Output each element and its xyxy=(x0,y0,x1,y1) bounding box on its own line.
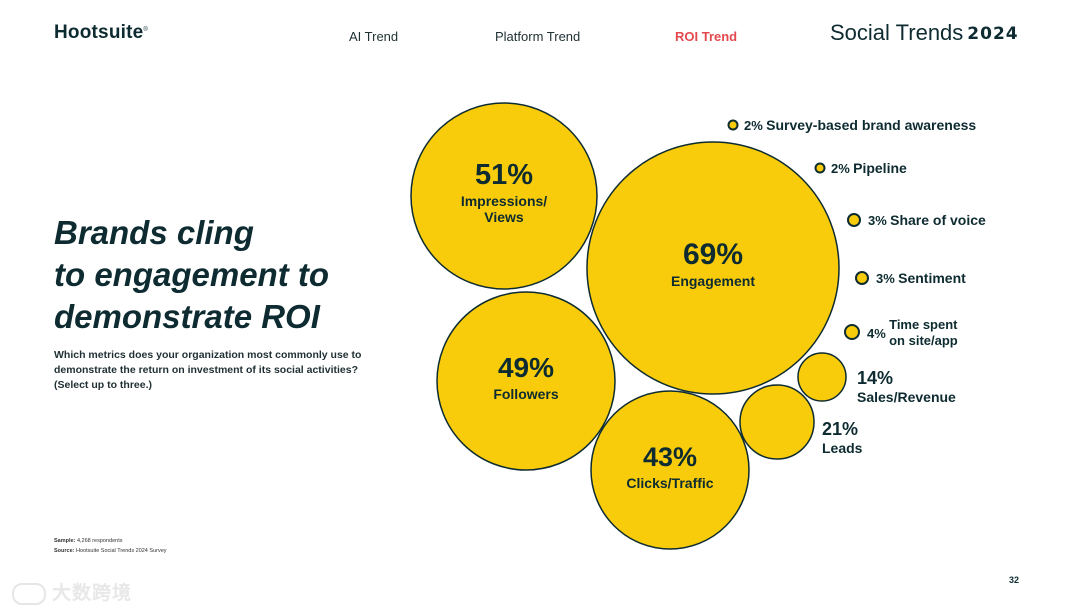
value-label-leads: 21% xyxy=(822,419,858,439)
bubble-pipeline xyxy=(814,162,826,174)
category-label-time-spent-on-site-app-2: on site/app xyxy=(889,333,958,348)
bubble-followers xyxy=(436,291,616,471)
category-label-sales-revenue: Sales/Revenue xyxy=(857,389,956,405)
nav-roi-trend[interactable]: ROI Trend xyxy=(675,29,738,44)
value-label-survey-based-brand-awareness: 2% xyxy=(744,118,763,133)
bubble-sales-revenue xyxy=(797,352,847,402)
page-number: 32 xyxy=(1009,575,1020,585)
value-label-followers: 49% xyxy=(498,352,554,383)
watermark-icon xyxy=(12,582,46,605)
value-label-sales-revenue: 14% xyxy=(857,368,893,388)
sample-note: Sample: 4,268 respondents xyxy=(54,538,123,544)
sample-label: Sample: xyxy=(54,538,76,544)
hootsuite-logo[interactable]: Hootsuite® xyxy=(54,22,148,44)
nav-ai-trend[interactable]: AI Trend xyxy=(349,29,399,44)
category-label-engagement: Engagement xyxy=(671,273,755,289)
category-label-time-spent-on-site-app-1: Time spent xyxy=(889,317,958,332)
page-headline: Brands cling to engagement to demonstrat… xyxy=(54,214,330,335)
category-label-sentiment: Sentiment xyxy=(898,270,966,286)
bubble-engagement xyxy=(586,141,840,395)
category-label-survey-based-brand-awareness: Survey-based brand awareness xyxy=(766,117,976,133)
logo-text: Hootsuite xyxy=(54,22,144,43)
bubble-survey-based-brand-awareness xyxy=(727,119,739,131)
value-label-engagement: 69% xyxy=(683,238,743,271)
watermark-text: 大数跨境 xyxy=(52,583,133,604)
value-label-clicks-traffic: 43% xyxy=(643,442,697,472)
category-label-impressions-views-1: Impressions/ xyxy=(461,193,547,209)
source-value: Hootsuite Social Trends 2024 Survey xyxy=(76,548,167,554)
bubble-impressions-views xyxy=(410,102,598,290)
value-label-share-of-voice: 3% xyxy=(868,213,887,228)
value-label-sentiment: 3% xyxy=(876,271,895,286)
bubble-share-of-voice xyxy=(847,213,861,227)
category-label-clicks-traffic: Clicks/Traffic xyxy=(626,475,713,491)
category-label-pipeline: Pipeline xyxy=(853,160,907,176)
nav-platform-trend[interactable]: Platform Trend xyxy=(495,29,581,44)
registered-mark: ® xyxy=(143,27,149,33)
value-label-time-spent-on-site-app: 4% xyxy=(867,326,886,341)
sample-value: 4,268 respondents xyxy=(76,538,123,544)
brand-title: Social Trends xyxy=(830,20,964,45)
category-label-impressions-views-2: Views xyxy=(484,209,524,225)
category-label-leads: Leads xyxy=(822,440,863,456)
brand-year: 2024 xyxy=(967,24,1019,44)
survey-question: Which metrics does your organization mos… xyxy=(54,349,362,391)
category-label-share-of-voice: Share of voice xyxy=(890,212,986,228)
bubble-time-spent-on-site-app xyxy=(844,324,860,340)
bubble-leads xyxy=(739,384,815,460)
watermark: 大数跨境 xyxy=(12,578,132,605)
source-label: Source: xyxy=(54,548,75,554)
bubble-clicks-traffic xyxy=(590,390,750,550)
bubble-sentiment xyxy=(855,271,869,285)
source-note: Source: Hootsuite Social Trends 2024 Sur… xyxy=(54,548,167,554)
value-label-pipeline: 2% xyxy=(831,161,850,176)
category-label-followers: Followers xyxy=(493,386,559,402)
value-label-impressions-views: 51% xyxy=(475,159,533,191)
social-trends-brand: Social Trends 2024 xyxy=(830,20,1019,46)
